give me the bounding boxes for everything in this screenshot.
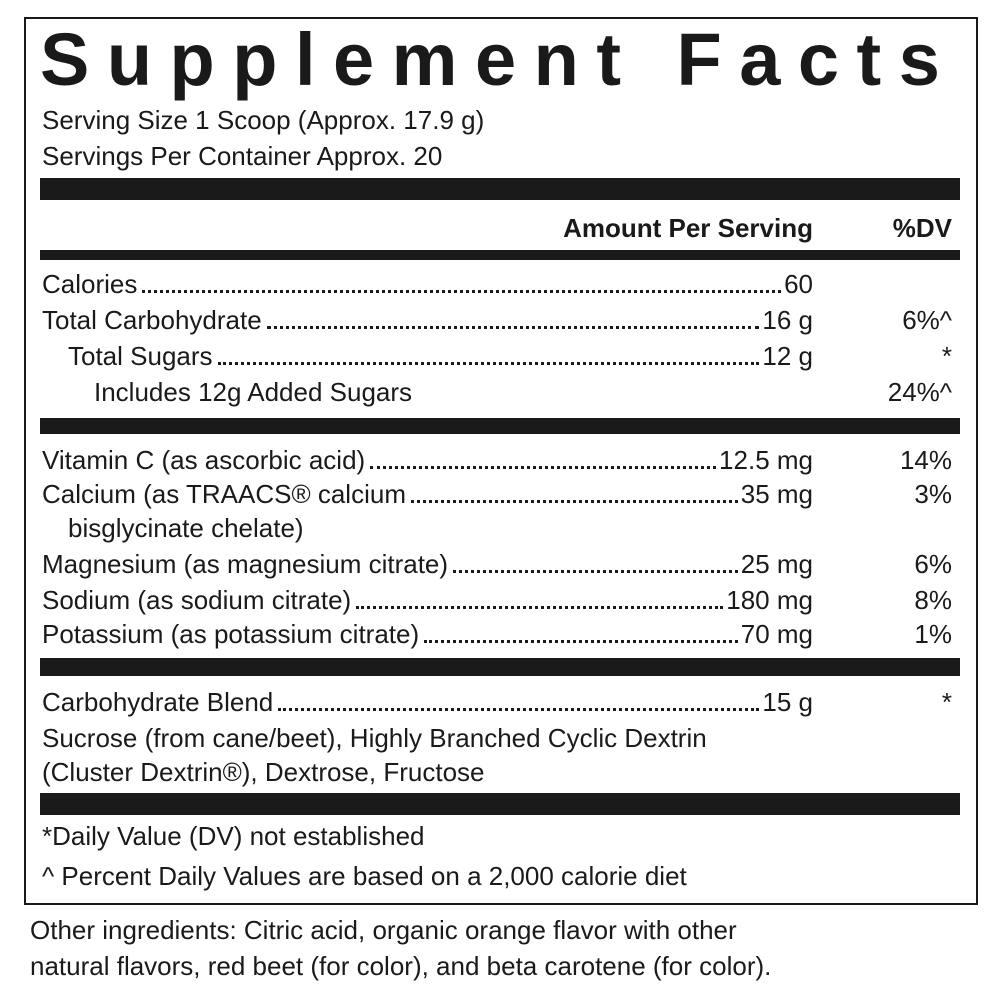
dot-leader [142, 290, 782, 293]
nutrient-amount: 25 mg [740, 549, 813, 579]
nutrient-dv: 6%^ [902, 305, 952, 335]
nutrient-amount: 70 mg [740, 619, 813, 649]
divider-bar [40, 793, 960, 815]
blend-ingredients: Sucrose (from cane/beet), Highly Branche… [42, 723, 707, 753]
dot-leader [370, 466, 717, 469]
nutrient-amount: 12 g [762, 341, 813, 371]
nutrient-dv: 14% [899, 445, 952, 475]
nutrient-row: Carbohydrate Blend 15 g * [42, 684, 952, 720]
nutrient-amount: 35 mg [740, 479, 813, 509]
nutrient-name: Includes 12g Added Sugars [94, 377, 413, 407]
nutrient-row: Sodium (as sodium citrate) 180 mg 8% [42, 582, 952, 618]
nutrient-name-continued: bisglycinate chelate) [68, 513, 304, 543]
other-ingredients: Other ingredients: Citric acid, organic … [30, 915, 737, 945]
nutrient-dv: * [941, 687, 952, 717]
nutrient-row: Potassium (as potassium citrate) 70 mg 1% [42, 616, 952, 652]
nutrient-amount: 16 g [762, 305, 813, 335]
dv-header: %DV [892, 213, 952, 243]
dot-leader [410, 500, 738, 503]
dot-leader [453, 570, 738, 573]
nutrient-row: Calcium (as TRAACS® calcium 35 mg 3% [42, 476, 952, 512]
footnote: ^ Percent Daily Values are based on a 2,… [42, 861, 687, 891]
nutrient-dv: * [941, 341, 952, 371]
nutrient-dv: 6% [914, 549, 952, 579]
dot-leader [217, 362, 760, 365]
nutrient-name: Calcium (as TRAACS® calcium [42, 479, 406, 509]
dot-leader [278, 708, 760, 711]
nutrient-row: Total Sugars 12 g * [68, 338, 952, 374]
nutrient-row: Total Carbohydrate 16 g 6%^ [42, 302, 952, 338]
divider-bar [40, 658, 960, 676]
nutrient-row: Vitamin C (as ascorbic acid) 12.5 mg 14% [42, 442, 952, 478]
blend-ingredients: (Cluster Dextrin®), Dextrose, Fructose [42, 757, 485, 787]
footnote: *Daily Value (DV) not established [42, 821, 425, 851]
nutrient-name: Carbohydrate Blend [42, 687, 274, 717]
nutrient-dv: 3% [914, 479, 952, 509]
nutrient-name: Total Carbohydrate [42, 305, 262, 335]
nutrient-name: Vitamin C (as ascorbic acid) [42, 445, 366, 475]
dot-leader [424, 640, 738, 643]
dot-leader [356, 606, 724, 609]
nutrient-row: Calories 60 [42, 266, 813, 302]
nutrient-name: Calories [42, 269, 138, 299]
divider-bar [40, 418, 960, 434]
nutrient-amount: 15 g [762, 687, 813, 717]
servings-per-container: Servings Per Container Approx. 20 [42, 141, 443, 171]
nutrient-amount: 60 [784, 269, 813, 299]
divider-bar [40, 178, 960, 200]
nutrient-amount: 180 mg [726, 585, 813, 615]
nutrient-dv: 8% [914, 585, 952, 615]
other-ingredients: natural flavors, red beet (for color), a… [30, 951, 772, 981]
nutrient-row: Includes 12g Added Sugars 24%^ [94, 374, 952, 410]
nutrient-amount: 12.5 mg [719, 445, 813, 475]
label-border [24, 17, 978, 905]
nutrient-row: Magnesium (as magnesium citrate) 25 mg 6% [42, 546, 952, 582]
divider-bar [40, 250, 960, 260]
serving-size: Serving Size 1 Scoop (Approx. 17.9 g) [42, 105, 485, 135]
nutrient-dv: 24%^ [887, 377, 952, 407]
nutrient-name: Potassium (as potassium citrate) [42, 619, 420, 649]
nutrient-name: Sodium (as sodium citrate) [42, 585, 352, 615]
nutrient-name: Total Sugars [68, 341, 213, 371]
nutrient-name: Magnesium (as magnesium citrate) [42, 549, 449, 579]
dot-leader [266, 326, 760, 329]
nutrient-dv: 1% [914, 619, 952, 649]
amount-header: Amount Per Serving [563, 213, 813, 243]
label-title: Supplement Facts [40, 18, 958, 101]
nutrient-row: bisglycinate chelate) [68, 510, 813, 546]
